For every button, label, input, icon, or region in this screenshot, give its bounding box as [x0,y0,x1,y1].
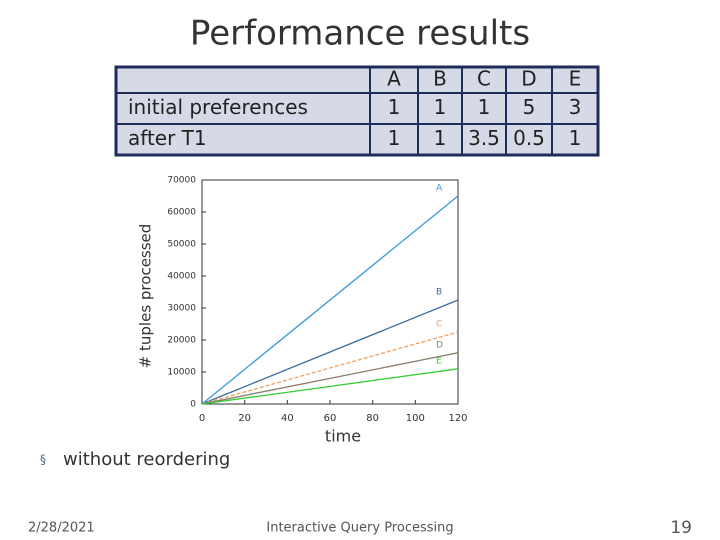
table-cell: 3.5 [468,126,500,150]
series-line [201,331,459,405]
table-header: A [387,67,401,91]
chart-panel [160,172,468,425]
x-tick-label: 60 [324,413,337,424]
page-number: 19 [670,518,692,538]
slide-title: Performance results [190,14,530,54]
series-label: C [436,320,442,330]
series-line [201,195,459,405]
bullet-marker: § [40,453,46,467]
table-row-label: initial preferences [128,95,308,119]
series-label: E [436,356,442,366]
y-tick-label: 40000 [167,272,196,282]
y-tick-label: 20000 [167,336,196,346]
x-tick-label: 0 [199,413,205,424]
footer-date: 2/28/2021 [28,521,95,536]
series-label: B [436,288,442,298]
table-frame [114,65,600,157]
table-cell: 1 [434,126,447,150]
x-tick-label: 20 [238,413,251,424]
series-label: A [436,184,443,194]
table-cell: 5 [523,95,536,119]
table-header: B [433,67,447,91]
table-header: C [477,67,491,91]
x-tick-label: 80 [366,413,379,424]
table-cell: 0.5 [513,126,545,150]
table-cell: 1 [434,95,447,119]
footer-title: Interactive Query Processing [266,521,453,536]
table-cell: 3 [569,95,582,119]
x-tick-label: 100 [406,413,425,424]
y-axis-label: # tuples processed [137,224,155,369]
y-tick-label: 30000 [167,304,196,314]
table-row-label: after T1 [128,126,207,150]
table-cell: 1 [569,126,582,150]
bullet-text: without reordering [63,449,230,470]
x-axis-label: time [325,427,361,446]
series-line [201,368,459,405]
y-tick-label: 0 [190,400,196,410]
x-tick-label: 40 [281,413,294,424]
series-line [201,352,459,405]
table-cell: 1 [388,126,401,150]
y-tick-label: 50000 [167,240,196,250]
table-cell: 1 [478,95,491,119]
series-line [201,299,459,405]
y-tick-label: 70000 [167,176,196,186]
table-cell: 1 [388,95,401,119]
series-label: D [436,340,443,350]
x-tick-label: 120 [448,413,467,424]
y-tick-label: 10000 [167,368,196,378]
y-tick-label: 60000 [167,208,196,218]
table-header: E [569,67,582,91]
table-header: D [521,67,536,91]
